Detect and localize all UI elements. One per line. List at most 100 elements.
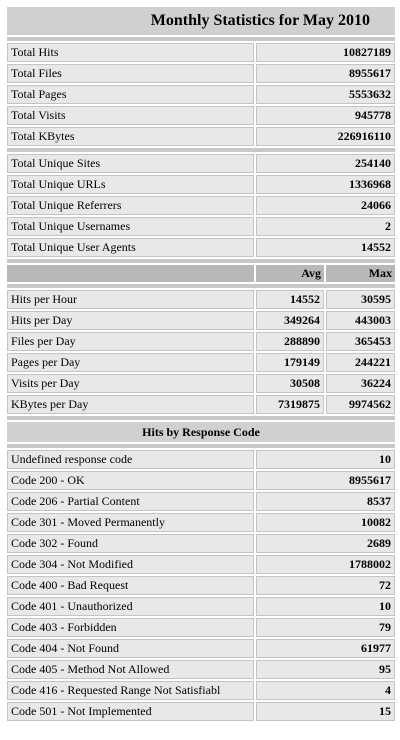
response-row: Code 301 - Moved Permanently 10082: [7, 513, 396, 532]
divider: [7, 444, 396, 448]
section-header-row: Hits by Response Code: [7, 422, 396, 442]
stat-label: Total Unique Sites: [7, 154, 254, 173]
stat-row: Total Unique Usernames 2: [7, 217, 396, 236]
response-value: 72: [256, 576, 396, 595]
monthly-stats-table: Monthly Statistics for May 2010 Total Hi…: [5, 5, 397, 723]
stat-label: Total Unique Usernames: [7, 217, 254, 236]
response-row: Code 302 - Found 2689: [7, 534, 396, 553]
response-row: Code 401 - Unauthorized 10: [7, 597, 396, 616]
rate-row: Pages per Day 179149 244221: [7, 353, 396, 372]
response-label: Undefined response code: [7, 450, 254, 469]
divider: [7, 37, 396, 41]
rate-avg: 349264: [256, 311, 324, 330]
stat-label: Total Hits: [7, 43, 254, 62]
divider: [7, 416, 396, 420]
response-value: 15: [256, 702, 396, 721]
response-row: Code 404 - Not Found 61977: [7, 639, 396, 658]
stat-label: Total Unique Referrers: [7, 196, 254, 215]
stat-row: Total Pages 5553632: [7, 85, 396, 104]
response-label: Code 401 - Unauthorized: [7, 597, 254, 616]
response-row: Code 400 - Bad Request 72: [7, 576, 396, 595]
response-row: Code 200 - OK 8955617: [7, 471, 396, 490]
response-label: Code 404 - Not Found: [7, 639, 254, 658]
response-row: Code 416 - Requested Range Not Satisfiab…: [7, 681, 396, 700]
response-label: Code 501 - Not Implemented: [7, 702, 254, 721]
stat-value: 24066: [256, 196, 396, 215]
response-row: Code 405 - Method Not Allowed 95: [7, 660, 396, 679]
rate-max: 365453: [326, 332, 396, 351]
response-value: 61977: [256, 639, 396, 658]
stat-value: 254140: [256, 154, 396, 173]
response-code-section-title: Hits by Response Code: [7, 422, 396, 442]
rate-max: 9974562: [326, 395, 396, 414]
response-label: Code 206 - Partial Content: [7, 492, 254, 511]
rate-avg: 179149: [256, 353, 324, 372]
response-value: 1788002: [256, 555, 396, 574]
stat-row: Total Hits 10827189: [7, 43, 396, 62]
rate-avg: 30508: [256, 374, 324, 393]
response-label: Code 200 - OK: [7, 471, 254, 490]
stat-value: 8955617: [256, 64, 396, 83]
rate-row: Visits per Day 30508 36224: [7, 374, 396, 393]
rate-avg: 288890: [256, 332, 324, 351]
stat-label: Total Pages: [7, 85, 254, 104]
stat-label: Total Unique URLs: [7, 175, 254, 194]
stat-row: Total Unique User Agents 14552: [7, 238, 396, 257]
divider: [7, 284, 396, 288]
stat-value: 1336968: [256, 175, 396, 194]
response-row: Undefined response code 10: [7, 450, 396, 469]
rate-row: Hits per Hour 14552 30595: [7, 290, 396, 309]
response-row: Code 304 - Not Modified 1788002: [7, 555, 396, 574]
divider: [7, 148, 396, 152]
response-label: Code 301 - Moved Permanently: [7, 513, 254, 532]
max-header: Max: [326, 265, 396, 282]
response-value: 10: [256, 450, 396, 469]
rate-label: Hits per Hour: [7, 290, 254, 309]
rate-max: 36224: [326, 374, 396, 393]
avg-header: Avg: [256, 265, 324, 282]
stat-value: 10827189: [256, 43, 396, 62]
stat-row: Total Unique Referrers 24066: [7, 196, 396, 215]
response-label: Code 302 - Found: [7, 534, 254, 553]
response-value: 8955617: [256, 471, 396, 490]
response-label: Code 405 - Method Not Allowed: [7, 660, 254, 679]
rate-label: Hits per Day: [7, 311, 254, 330]
response-value: 4: [256, 681, 396, 700]
stat-label: Total KBytes: [7, 127, 254, 146]
stat-row: Total Visits 945778: [7, 106, 396, 125]
response-value: 95: [256, 660, 396, 679]
rate-label: Visits per Day: [7, 374, 254, 393]
response-label: Code 304 - Not Modified: [7, 555, 254, 574]
rate-label: Pages per Day: [7, 353, 254, 372]
stat-label: Total Files: [7, 64, 254, 83]
response-value: 10082: [256, 513, 396, 532]
divider: [7, 259, 396, 263]
header-blank: [7, 265, 254, 282]
stat-row: Total Files 8955617: [7, 64, 396, 83]
rate-label: KBytes per Day: [7, 395, 254, 414]
rate-max: 443003: [326, 311, 396, 330]
stat-value: 945778: [256, 106, 396, 125]
stat-row: Total KBytes 226916110: [7, 127, 396, 146]
rate-max: 30595: [326, 290, 396, 309]
response-value: 79: [256, 618, 396, 637]
stat-value: 14552: [256, 238, 396, 257]
stat-label: Total Unique User Agents: [7, 238, 254, 257]
rate-max: 244221: [326, 353, 396, 372]
stat-row: Total Unique Sites 254140: [7, 154, 396, 173]
stat-row: Total Unique URLs 1336968: [7, 175, 396, 194]
response-row: Code 403 - Forbidden 79: [7, 618, 396, 637]
response-value: 8537: [256, 492, 396, 511]
rate-row: Hits per Day 349264 443003: [7, 311, 396, 330]
rate-avg: 7319875: [256, 395, 324, 414]
avg-max-header-row: Avg Max: [7, 265, 396, 282]
response-value: 10: [256, 597, 396, 616]
response-row: Code 501 - Not Implemented 15: [7, 702, 396, 721]
rate-label: Files per Day: [7, 332, 254, 351]
response-label: Code 400 - Bad Request: [7, 576, 254, 595]
stat-value: 226916110: [256, 127, 396, 146]
rate-row: KBytes per Day 7319875 9974562: [7, 395, 396, 414]
response-label: Code 403 - Forbidden: [7, 618, 254, 637]
stat-value: 2: [256, 217, 396, 236]
rate-row: Files per Day 288890 365453: [7, 332, 396, 351]
